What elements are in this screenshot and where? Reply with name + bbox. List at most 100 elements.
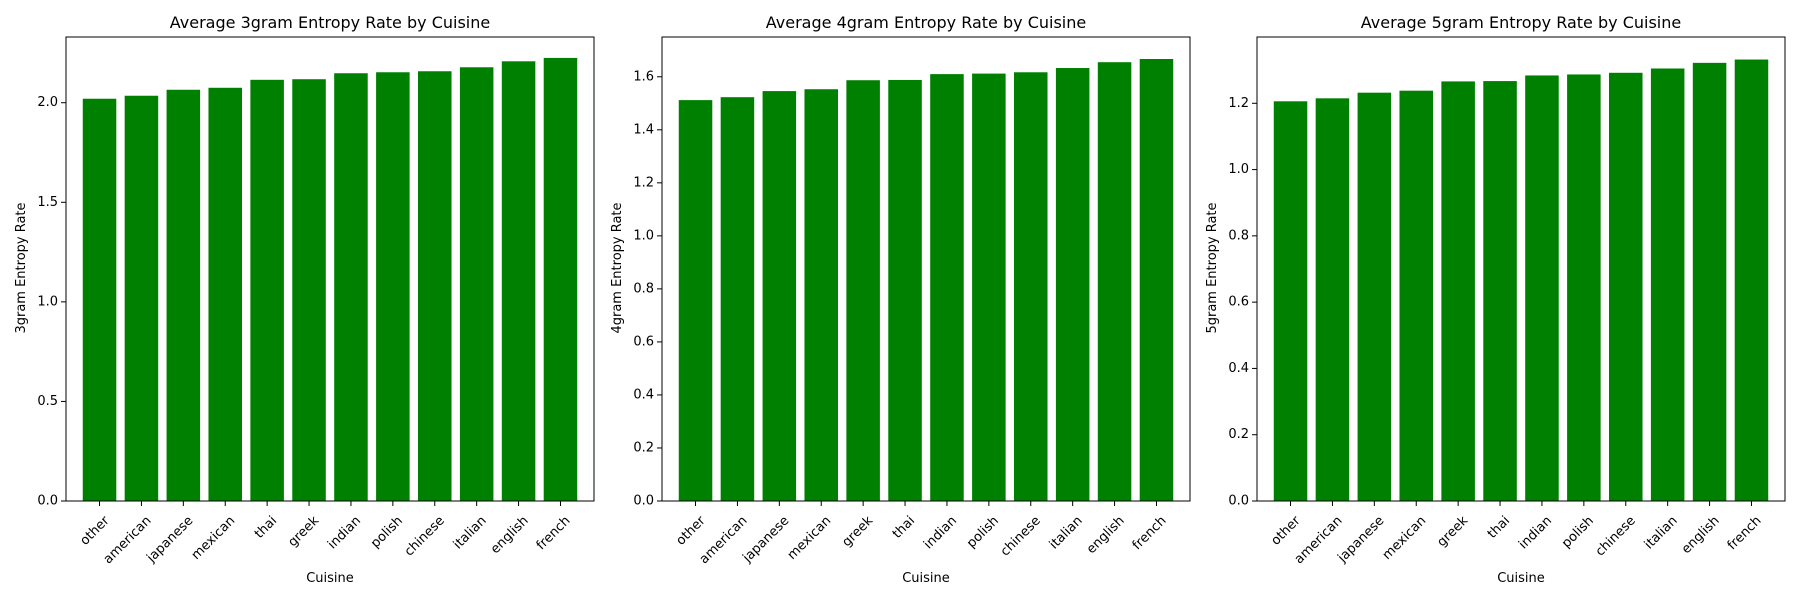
- bar-english: [501, 61, 536, 501]
- x-tick-label: french: [1130, 513, 1170, 553]
- x-tick-label: mexican: [1380, 513, 1430, 563]
- x-axis-label: Cuisine: [306, 571, 354, 586]
- bar-chinese: [1609, 72, 1643, 502]
- x-axis-label: Cuisine: [1497, 571, 1545, 586]
- x-tick-label: indian: [325, 513, 364, 552]
- bars: [678, 59, 1174, 502]
- y-tick-label: 1.2: [1228, 96, 1249, 111]
- bar-american: [720, 97, 755, 501]
- y-tick-label: 1.6: [633, 69, 654, 84]
- y-tick-label: 0.0: [37, 494, 58, 509]
- bar-polish: [1567, 74, 1601, 502]
- bar-french: [1139, 59, 1174, 501]
- axes-frame: [661, 36, 1191, 502]
- bar-mexican: [1399, 90, 1433, 501]
- y-tick-label: 0.2: [633, 440, 654, 455]
- y-tick-label: 1.0: [1228, 162, 1249, 177]
- chart-title: Average 4gram Entropy Rate by Cuisine: [766, 13, 1086, 32]
- bar-thai: [1483, 81, 1517, 501]
- axes-frame: [65, 36, 595, 502]
- bar-polish: [376, 72, 410, 501]
- bar-other: [82, 98, 117, 502]
- bar-english: [1097, 62, 1132, 502]
- x-tick-label: chinese: [402, 513, 448, 559]
- subplot-3gram: Average 3gram Entropy Rate by Cuisine Cu…: [14, 13, 595, 586]
- bars: [1273, 59, 1769, 502]
- y-tick-label: 0.6: [633, 334, 654, 349]
- bar-greek: [1441, 81, 1475, 501]
- x-tick-label: italian: [451, 513, 490, 552]
- y-tick-label: 0.4: [1228, 361, 1249, 376]
- bar-indian: [930, 74, 964, 502]
- bar-chinese: [418, 71, 452, 502]
- axes-frame: [1256, 36, 1786, 502]
- y-tick-label: 0.5: [37, 394, 58, 409]
- bar-thai: [888, 79, 922, 502]
- y-tick-label: 0.8: [1228, 228, 1249, 243]
- bar-greek: [846, 80, 880, 501]
- x-tick-label: thai: [252, 513, 280, 541]
- bar-italian: [1055, 68, 1090, 501]
- x-tick-label: indian: [921, 513, 960, 552]
- bar-italian: [459, 67, 494, 501]
- y-tick-label: 0.2: [1228, 427, 1249, 442]
- x-tick-label: english: [488, 513, 532, 557]
- x-tick-label: mexican: [785, 513, 835, 563]
- y-ticks: 0.0 0.5 1.0 1.5 2.0: [37, 95, 66, 509]
- y-tick-label: 0.0: [633, 494, 654, 509]
- bar-thai: [250, 79, 284, 501]
- bar-american: [1315, 98, 1350, 502]
- x-axis-label: Cuisine: [902, 571, 950, 586]
- x-tick-label: polish: [964, 513, 1002, 551]
- subplot-4gram: Average 4gram Entropy Rate by Cuisine Cu…: [610, 13, 1191, 586]
- x-tick-label: other: [77, 513, 113, 549]
- x-tick-label: english: [1679, 513, 1723, 557]
- x-tick-label: english: [1084, 513, 1128, 557]
- y-tick-label: 0.0: [1228, 494, 1249, 509]
- bar-greek: [292, 79, 326, 502]
- bar-indian: [334, 73, 368, 501]
- chart-title: Average 5gram Entropy Rate by Cuisine: [1361, 13, 1681, 32]
- x-tick-label: mexican: [189, 513, 239, 563]
- y-tick-label: 1.0: [37, 294, 58, 309]
- y-tick-label: 1.0: [633, 228, 654, 243]
- x-tick-label: thai: [1485, 513, 1513, 541]
- y-axis-label: 5gram Entropy Rate: [1205, 202, 1220, 333]
- x-tick-label: indian: [1516, 513, 1555, 552]
- bar-mexican: [804, 89, 838, 501]
- x-tick-label: italian: [1047, 513, 1086, 552]
- bar-italian: [1650, 68, 1685, 501]
- y-tick-label: 0.8: [633, 281, 654, 296]
- bar-japanese: [762, 91, 797, 501]
- bar-other: [678, 100, 713, 501]
- x-tick-label: greek: [1435, 513, 1472, 550]
- chart-title: Average 3gram Entropy Rate by Cuisine: [170, 13, 490, 32]
- x-tick-label: chinese: [1593, 513, 1639, 559]
- x-tick-label: french: [1725, 513, 1765, 553]
- x-tick-label: other: [1268, 513, 1304, 549]
- x-tick-label: greek: [840, 513, 877, 550]
- x-tick-label: polish: [368, 513, 406, 551]
- x-tick-label: greek: [285, 513, 322, 550]
- y-tick-label: 1.2: [633, 175, 654, 190]
- bar-french: [1734, 59, 1769, 502]
- bar-mexican: [208, 87, 242, 501]
- x-tick-label: thai: [890, 513, 918, 541]
- x-tick-label: chinese: [998, 513, 1044, 559]
- bar-american: [124, 95, 159, 502]
- bar-other: [1273, 101, 1308, 501]
- x-tick-label: italian: [1642, 513, 1681, 552]
- x-tick-label: other: [673, 513, 709, 549]
- y-tick-label: 1.5: [37, 195, 58, 210]
- y-ticks: 0.0 0.2 0.4 0.6 0.8 1.0 1.2: [1228, 96, 1257, 509]
- y-ticks: 0.0 0.2 0.4 0.6 0.8 1.0 1.2 1.4 1.6: [633, 69, 662, 509]
- y-tick-label: 2.0: [37, 95, 58, 110]
- bar-french: [543, 57, 578, 501]
- bar-japanese: [1357, 92, 1392, 502]
- y-tick-label: 1.4: [633, 122, 654, 137]
- bar-polish: [972, 73, 1006, 501]
